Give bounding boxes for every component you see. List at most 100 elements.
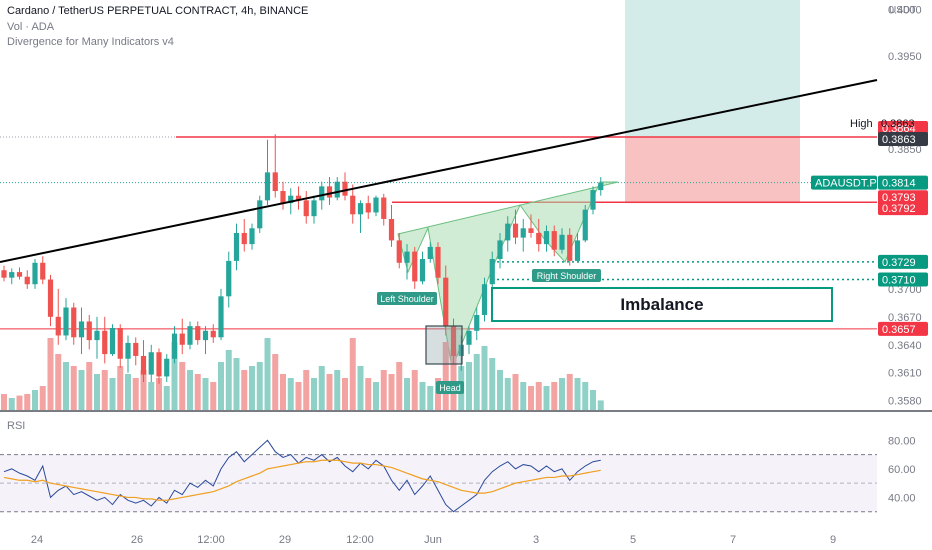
candle-body bbox=[295, 195, 302, 201]
volume-bar bbox=[590, 390, 596, 410]
volume-bar bbox=[559, 378, 565, 410]
candle bbox=[350, 184, 356, 224]
candle bbox=[32, 259, 38, 289]
candle bbox=[164, 354, 170, 383]
candle bbox=[582, 205, 588, 243]
volume-bar bbox=[241, 370, 248, 410]
candle-body bbox=[257, 200, 263, 229]
candle bbox=[109, 324, 116, 356]
candle bbox=[303, 191, 309, 224]
candle-body bbox=[326, 186, 333, 198]
candle bbox=[272, 134, 278, 198]
candle-body bbox=[435, 246, 441, 278]
volume-bar bbox=[450, 350, 457, 410]
candle bbox=[63, 298, 69, 341]
price-tag-text: 0.3814 bbox=[882, 178, 916, 190]
candle-body bbox=[551, 231, 557, 250]
high-marker: High 0.3863 bbox=[850, 118, 915, 130]
candle-body bbox=[16, 272, 23, 277]
price-tick-label: 0.3670 bbox=[888, 312, 922, 324]
volume-bar bbox=[365, 378, 372, 410]
price-tick-label: 0.3610 bbox=[888, 368, 922, 380]
price-tag: 0.3710 bbox=[878, 272, 928, 287]
candle-body bbox=[171, 333, 178, 359]
target-zone bbox=[625, 0, 800, 137]
high-value: 0.3863 bbox=[881, 118, 915, 130]
rsi-line bbox=[3, 439, 601, 513]
candle-body bbox=[520, 228, 526, 238]
volume-bar bbox=[597, 400, 604, 410]
candle bbox=[40, 256, 46, 285]
volume-bar bbox=[109, 378, 116, 410]
candle bbox=[86, 314, 92, 350]
candle-body bbox=[590, 190, 596, 210]
price-tag: 0.3863 bbox=[878, 131, 928, 146]
volume-bar bbox=[179, 362, 186, 410]
candle-body bbox=[140, 355, 147, 375]
candle-body bbox=[24, 276, 30, 285]
candle bbox=[241, 218, 247, 252]
candle bbox=[497, 232, 503, 269]
time-tick-label: 9 bbox=[830, 534, 836, 546]
candle bbox=[195, 321, 201, 345]
volume-bar bbox=[497, 370, 503, 410]
candle-body bbox=[32, 262, 38, 285]
candle bbox=[71, 302, 77, 345]
candle bbox=[24, 270, 30, 289]
candle-body bbox=[311, 200, 317, 217]
volume-bar bbox=[78, 370, 85, 410]
volume-bar bbox=[489, 358, 496, 410]
candle-body bbox=[63, 307, 69, 336]
candle bbox=[396, 232, 402, 269]
candle-body bbox=[187, 326, 193, 345]
candle bbox=[512, 209, 519, 245]
volume-bar bbox=[218, 362, 224, 410]
head-label-text: Head bbox=[439, 383, 461, 393]
candle bbox=[435, 242, 441, 285]
candle-body bbox=[40, 262, 46, 280]
volume-bar bbox=[210, 382, 217, 410]
rsi-ma-line bbox=[3, 459, 601, 501]
candle-body bbox=[94, 330, 100, 341]
candle bbox=[334, 177, 340, 201]
price-tick-label: 0.3580 bbox=[888, 396, 922, 408]
volume-bar bbox=[481, 346, 488, 410]
candle-body bbox=[303, 200, 309, 217]
rsi-tick-label: 60.00 bbox=[888, 464, 916, 476]
candle bbox=[489, 251, 495, 289]
candle-body bbox=[505, 223, 511, 241]
candle bbox=[536, 218, 542, 252]
candle bbox=[117, 324, 123, 369]
volume-bar bbox=[63, 362, 69, 410]
candle-body bbox=[388, 218, 395, 241]
volume-bar bbox=[318, 366, 325, 410]
volume-bar bbox=[551, 382, 558, 410]
price-tick-label: 0.3850 bbox=[888, 144, 922, 156]
price-tick-label: 0.4000 bbox=[888, 4, 922, 16]
volume-bar bbox=[16, 395, 23, 410]
candle-body bbox=[481, 284, 488, 315]
candle bbox=[520, 218, 526, 252]
candle bbox=[326, 177, 333, 205]
candle-body bbox=[543, 231, 550, 245]
volume-bar bbox=[520, 382, 527, 410]
volume-bar bbox=[427, 386, 434, 410]
candle-body bbox=[218, 296, 224, 338]
volume-bar bbox=[86, 362, 93, 410]
candle bbox=[78, 307, 85, 355]
volume-bar bbox=[55, 354, 62, 410]
candle-body bbox=[210, 330, 216, 338]
volume-bar bbox=[566, 374, 573, 410]
candle-body bbox=[342, 181, 348, 196]
head-label: Head bbox=[436, 381, 464, 394]
volume-bar bbox=[388, 374, 395, 410]
candle-body bbox=[288, 195, 294, 204]
price-tag-text: 0.3657 bbox=[882, 324, 916, 336]
candle-body bbox=[350, 195, 356, 215]
volume-bar bbox=[148, 382, 155, 410]
price-tag-bg bbox=[878, 121, 928, 136]
indicator-legend: Divergence for Many Indicators v4 bbox=[7, 36, 174, 48]
candle bbox=[419, 251, 426, 285]
candle-body bbox=[202, 330, 209, 341]
